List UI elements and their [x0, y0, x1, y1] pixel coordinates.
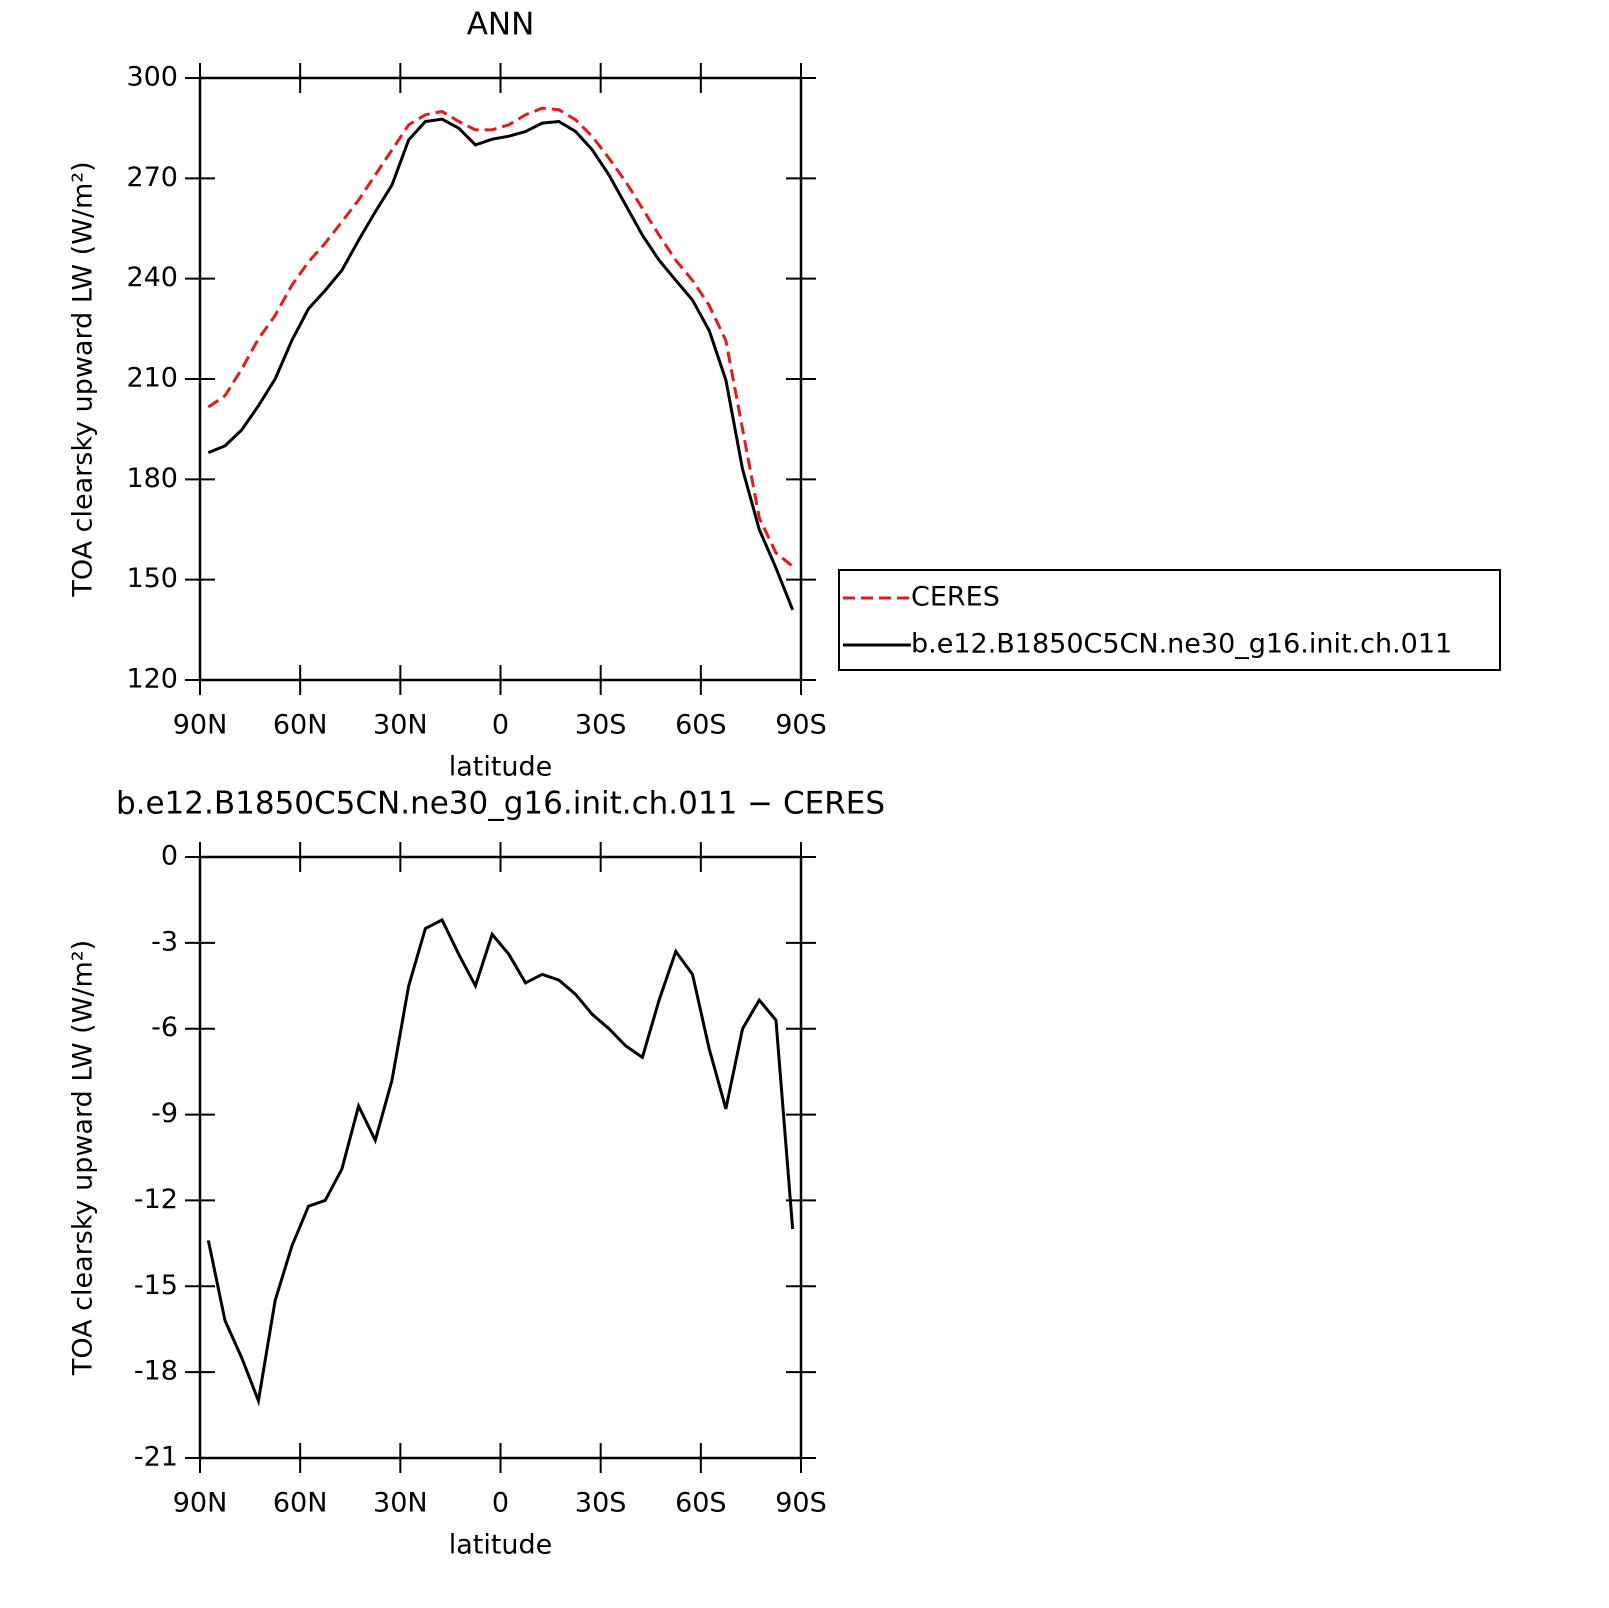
y-tick-label: -3 [151, 926, 178, 957]
y-tick-label: 210 [126, 363, 178, 394]
y-tick-label: 270 [126, 162, 178, 193]
x-tick-label: 30S [575, 710, 627, 741]
x-tick-label: 90N [173, 710, 228, 741]
chart-title: b.e12.B1850C5CN.ne30_g16.init.ch.011 − C… [116, 786, 885, 822]
x-tick-label: 60N [273, 1488, 328, 1519]
plot-frame [198, 76, 803, 682]
y-tick-label: -18 [134, 1356, 178, 1387]
y-tick-label: 0 [161, 841, 178, 872]
y-axis-label: TOA clearsky upward LW (W/m²) [68, 161, 99, 597]
y-tick-label: 150 [126, 563, 178, 594]
y-tick-label: 300 [126, 62, 178, 93]
x-tick-label: 30N [373, 710, 428, 741]
x-tick-label: 30S [575, 1488, 627, 1519]
x-axis-label: latitude [449, 752, 553, 783]
line [207, 106, 794, 568]
y-tick-label: 180 [126, 463, 178, 494]
y-tick-label: 240 [126, 262, 178, 293]
line [207, 117, 795, 611]
x-tick-label: 60S [675, 1488, 727, 1519]
x-tick-label: 90S [775, 710, 827, 741]
x-axis-label: latitude [449, 1530, 553, 1561]
x-tick-label: 0 [492, 1488, 509, 1519]
x-tick-label: 0 [492, 710, 509, 741]
y-tick-label: 120 [126, 664, 178, 695]
y-tick-label: -6 [151, 1012, 178, 1043]
x-tick-label: 90S [775, 1488, 827, 1519]
chart-title: ANN [467, 7, 535, 43]
y-tick-label: -9 [151, 1098, 178, 1129]
x-tick-label: 30N [373, 1488, 428, 1519]
y-tick-label: -12 [134, 1184, 178, 1215]
y-axis-label: TOA clearsky upward LW (W/m²) [68, 940, 99, 1376]
line [206, 917, 795, 1407]
x-tick-label: 60N [273, 710, 328, 741]
plot-frame [198, 855, 803, 1460]
legend-label: b.e12.B1850C5CN.ne30_g16.init.ch.011 [911, 629, 1452, 660]
y-tick-label: -21 [134, 1442, 178, 1473]
x-tick-label: 60S [675, 710, 727, 741]
x-tick-label: 90N [173, 1488, 228, 1519]
legend-label: CERES [911, 582, 1000, 613]
y-tick-label: -15 [134, 1270, 178, 1301]
legend-box [838, 569, 1501, 671]
